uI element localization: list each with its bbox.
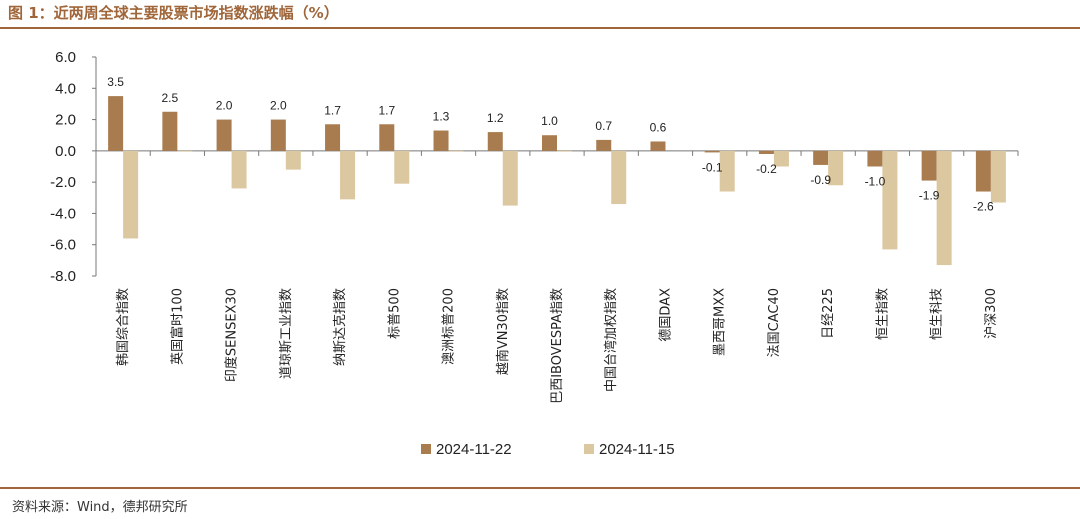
bar-2024-11-22 <box>921 150 937 181</box>
bar-2024-11-22 <box>867 150 883 167</box>
bar-2024-11-15 <box>448 150 464 152</box>
data-label: 0.7 <box>595 119 612 133</box>
data-label: 2.5 <box>162 91 179 105</box>
x-category-label: 纳斯达克指数 <box>333 288 348 366</box>
x-category-label: 韩国综合指数 <box>116 288 131 366</box>
bar-2024-11-22 <box>216 119 232 151</box>
y-tick-label: -4.0 <box>50 205 76 222</box>
data-label: -0.1 <box>702 160 723 174</box>
data-label: -1.0 <box>865 175 886 189</box>
labels: 3.5 韩国综合指数 2.5 英国富时100 2.0 印度SENSEX30 2.0 道琼斯工业… <box>107 75 999 404</box>
legend-swatch-2024-11-15 <box>584 444 594 454</box>
y-tick-label: 4.0 <box>55 80 76 97</box>
data-label: 3.5 <box>107 75 124 89</box>
x-category-label: 英国富时100 <box>169 288 185 365</box>
legend-label-2024-11-15: 2024-11-15 <box>599 441 675 458</box>
x-category-label: 越南VN30指数 <box>495 288 511 375</box>
bar-2024-11-15 <box>611 150 627 205</box>
bar-2024-11-22 <box>704 150 720 153</box>
data-label: 1.2 <box>487 111 504 125</box>
bar-2024-11-22 <box>596 139 612 151</box>
y-tick-label: -2.0 <box>50 174 76 191</box>
data-label: 0.6 <box>650 120 667 134</box>
bar-2024-11-22 <box>650 141 666 151</box>
x-category-label: 恒生科技 <box>930 288 945 340</box>
bar-2024-11-22 <box>813 150 829 165</box>
data-label: 1.7 <box>378 103 395 117</box>
y-tick-label: 6.0 <box>55 49 76 66</box>
data-label: 1.7 <box>324 103 341 117</box>
bar-chart: 6.0 4.0 2.0 0.0 -2.0 -4.0 -6.0 -8.0 3.5 韩国综合指数 2.… <box>50 49 1019 458</box>
bar-2024-11-22 <box>108 96 124 151</box>
data-label: -0.9 <box>810 173 831 187</box>
data-label: 1.3 <box>433 110 450 124</box>
bar-2024-11-22 <box>325 124 341 151</box>
x-category-label: 中国台湾加权指数 <box>603 288 619 392</box>
source-note: 资料来源：Wind，德邦研究所 <box>12 500 188 515</box>
x-category-label: 日经225 <box>821 288 836 339</box>
bar-2024-11-15 <box>123 150 139 239</box>
data-label: -1.9 <box>919 189 940 203</box>
x-category-label: 标普500 <box>387 288 402 339</box>
y-tick-label: 0.0 <box>55 143 76 160</box>
bar-2024-11-15 <box>394 150 410 184</box>
bar-2024-11-15 <box>990 150 1006 203</box>
bar-2024-11-15 <box>557 150 572 152</box>
bar-2024-11-22 <box>975 150 991 192</box>
y-tick-label: 2.0 <box>55 112 76 129</box>
x-category-label: 恒生指数 <box>875 288 890 340</box>
axes: 6.0 4.0 2.0 0.0 -2.0 -4.0 -6.0 -8.0 <box>50 49 1019 285</box>
data-label: 2.0 <box>270 99 287 113</box>
y-tick-label: -8.0 <box>50 268 76 285</box>
bar-2024-11-15 <box>231 150 247 189</box>
x-category-label: 法国CAC40 <box>767 288 782 357</box>
bar-2024-11-15 <box>340 150 356 200</box>
x-category-label: 印度SENSEX30 <box>224 288 240 382</box>
bar-2024-11-22 <box>487 132 503 151</box>
bar-2024-11-22 <box>162 111 178 151</box>
data-label: -0.2 <box>756 162 777 176</box>
x-category-label: 沪深300 <box>983 288 999 339</box>
bottom-divider <box>0 487 1080 489</box>
x-category-label: 道琼斯工业指数 <box>279 288 294 379</box>
bar-2024-11-15 <box>773 150 789 167</box>
bar-2024-11-15 <box>502 150 518 206</box>
x-category-label: 澳洲标普200 <box>441 288 457 365</box>
bar-2024-11-22 <box>542 135 557 151</box>
bar-2024-11-15 <box>936 150 952 266</box>
bar-2024-11-22 <box>758 150 774 154</box>
data-label: -2.6 <box>973 200 994 214</box>
top-divider <box>0 27 1080 29</box>
legend-swatch-2024-11-22 <box>421 444 431 454</box>
chart-title: 图 1：近两周全球主要股票市场指数涨跌幅（%） <box>8 4 339 22</box>
data-label: 2.0 <box>216 99 233 113</box>
bar-2024-11-22 <box>379 124 395 151</box>
bar-2024-11-15 <box>285 150 301 170</box>
bar-2024-11-15 <box>828 150 844 186</box>
y-tick-label: -6.0 <box>50 237 76 254</box>
x-category-label: 墨西哥MXX <box>713 288 728 356</box>
bar-2024-11-15 <box>882 150 898 250</box>
bar-2024-11-22 <box>433 130 449 151</box>
x-category-label: 德国DAX <box>658 288 673 342</box>
x-category-label: 巴西IBOVESPA指数 <box>550 288 565 404</box>
bar-2024-11-15 <box>177 150 193 152</box>
legend: 2024-11-22 2024-11-15 <box>421 441 675 458</box>
bar-2024-11-15 <box>719 150 735 192</box>
bars <box>108 96 1006 266</box>
legend-label-2024-11-22: 2024-11-22 <box>436 441 512 458</box>
bar-2024-11-22 <box>270 119 286 151</box>
data-label: 1.0 <box>541 114 558 128</box>
